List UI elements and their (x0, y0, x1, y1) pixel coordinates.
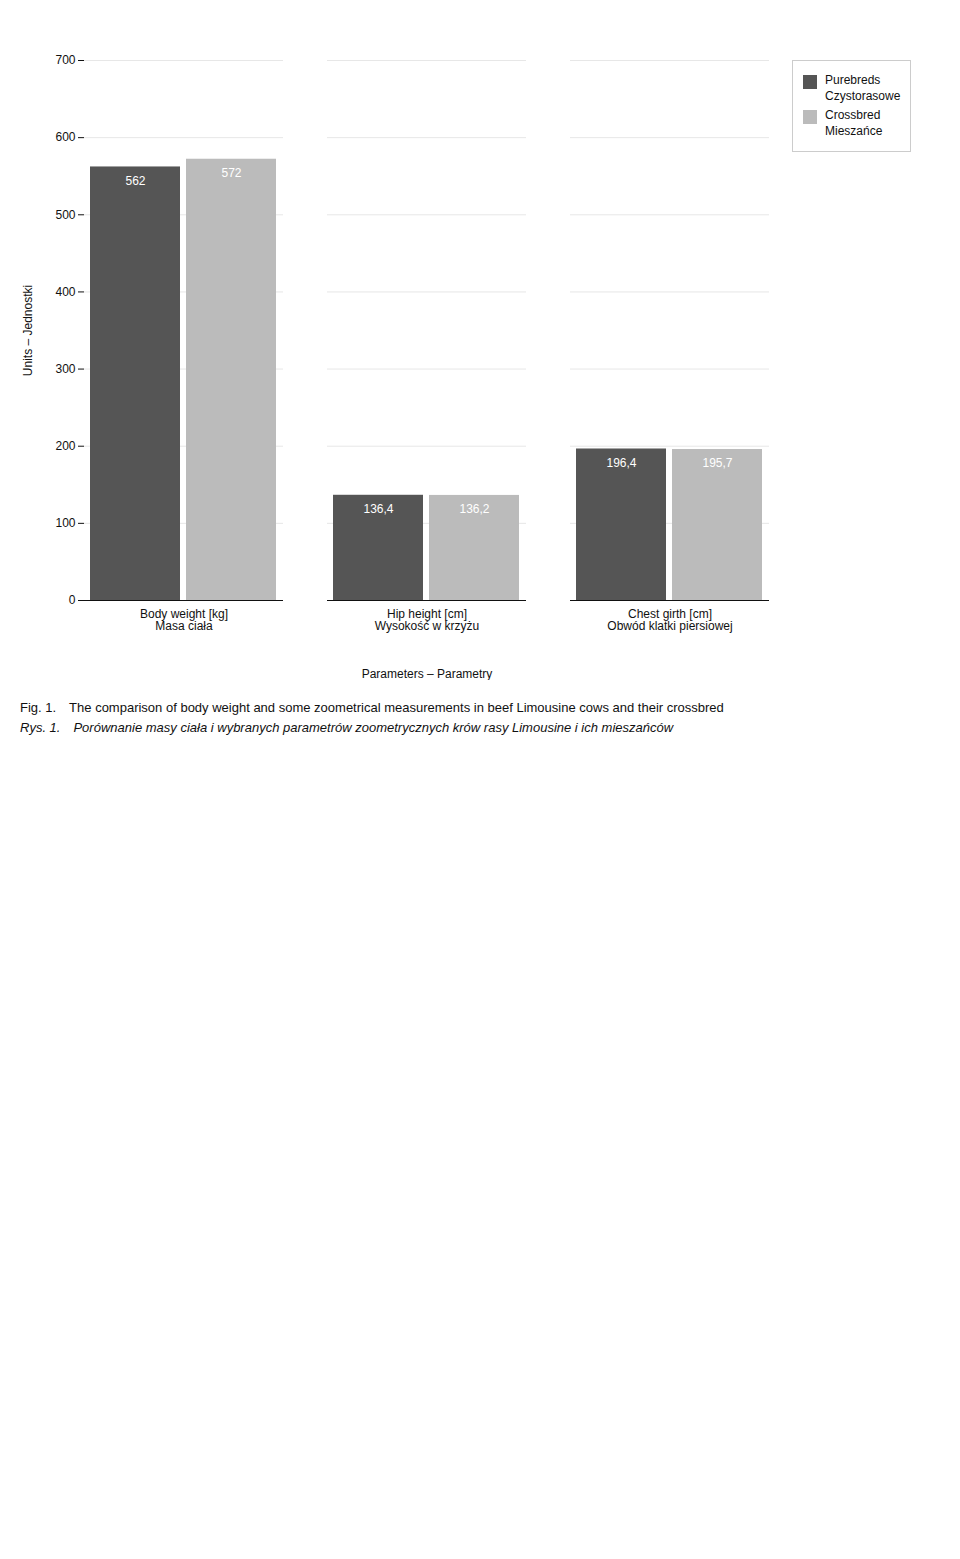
svg-text:100: 100 (55, 516, 75, 530)
svg-text:Hip height [cm]Wysokość w krzy: Hip height [cm]Wysokość w krzyżu (375, 607, 480, 633)
svg-text:136,4: 136,4 (363, 502, 393, 516)
svg-text:300: 300 (55, 362, 75, 376)
svg-text:562: 562 (125, 174, 145, 188)
svg-text:200: 200 (55, 439, 75, 453)
svg-text:700: 700 (55, 53, 75, 67)
svg-text:196,4: 196,4 (606, 456, 636, 470)
svg-text:500: 500 (55, 208, 75, 222)
svg-text:195,7: 195,7 (702, 456, 732, 470)
svg-text:572: 572 (221, 166, 241, 180)
html-text:Purebreds Czystorasowe: Purebreds Czystorasowe (825, 73, 901, 103)
svg-text:Units – Jednostki: Units – Jednostki (21, 285, 35, 376)
svg-text:Body weight [kg]Masa ciała: Body weight [kg]Masa ciała (140, 607, 228, 633)
svg-text:Parameters – Parametry: Parameters – Parametry (362, 667, 493, 681)
svg-text:Chest girth [cm]Obwód klatki p: Chest girth [cm]Obwód klatki piersiowej (607, 607, 732, 633)
svg-text:136,2: 136,2 (459, 502, 489, 516)
svg-text:600: 600 (55, 130, 75, 144)
html-text:Fig. 1. The comparison of body: Fig. 1. The comparison of body weight an… (20, 700, 724, 715)
html-text:Rys. 1. Porównanie masy ciała: Rys. 1. Porównanie masy ciała i wybranyc… (20, 719, 674, 735)
svg-text:400: 400 (55, 285, 75, 299)
svg-text:0: 0 (69, 593, 76, 607)
html-text:Crossbred Mieszańce: Crossbred Mieszańce (825, 108, 883, 138)
